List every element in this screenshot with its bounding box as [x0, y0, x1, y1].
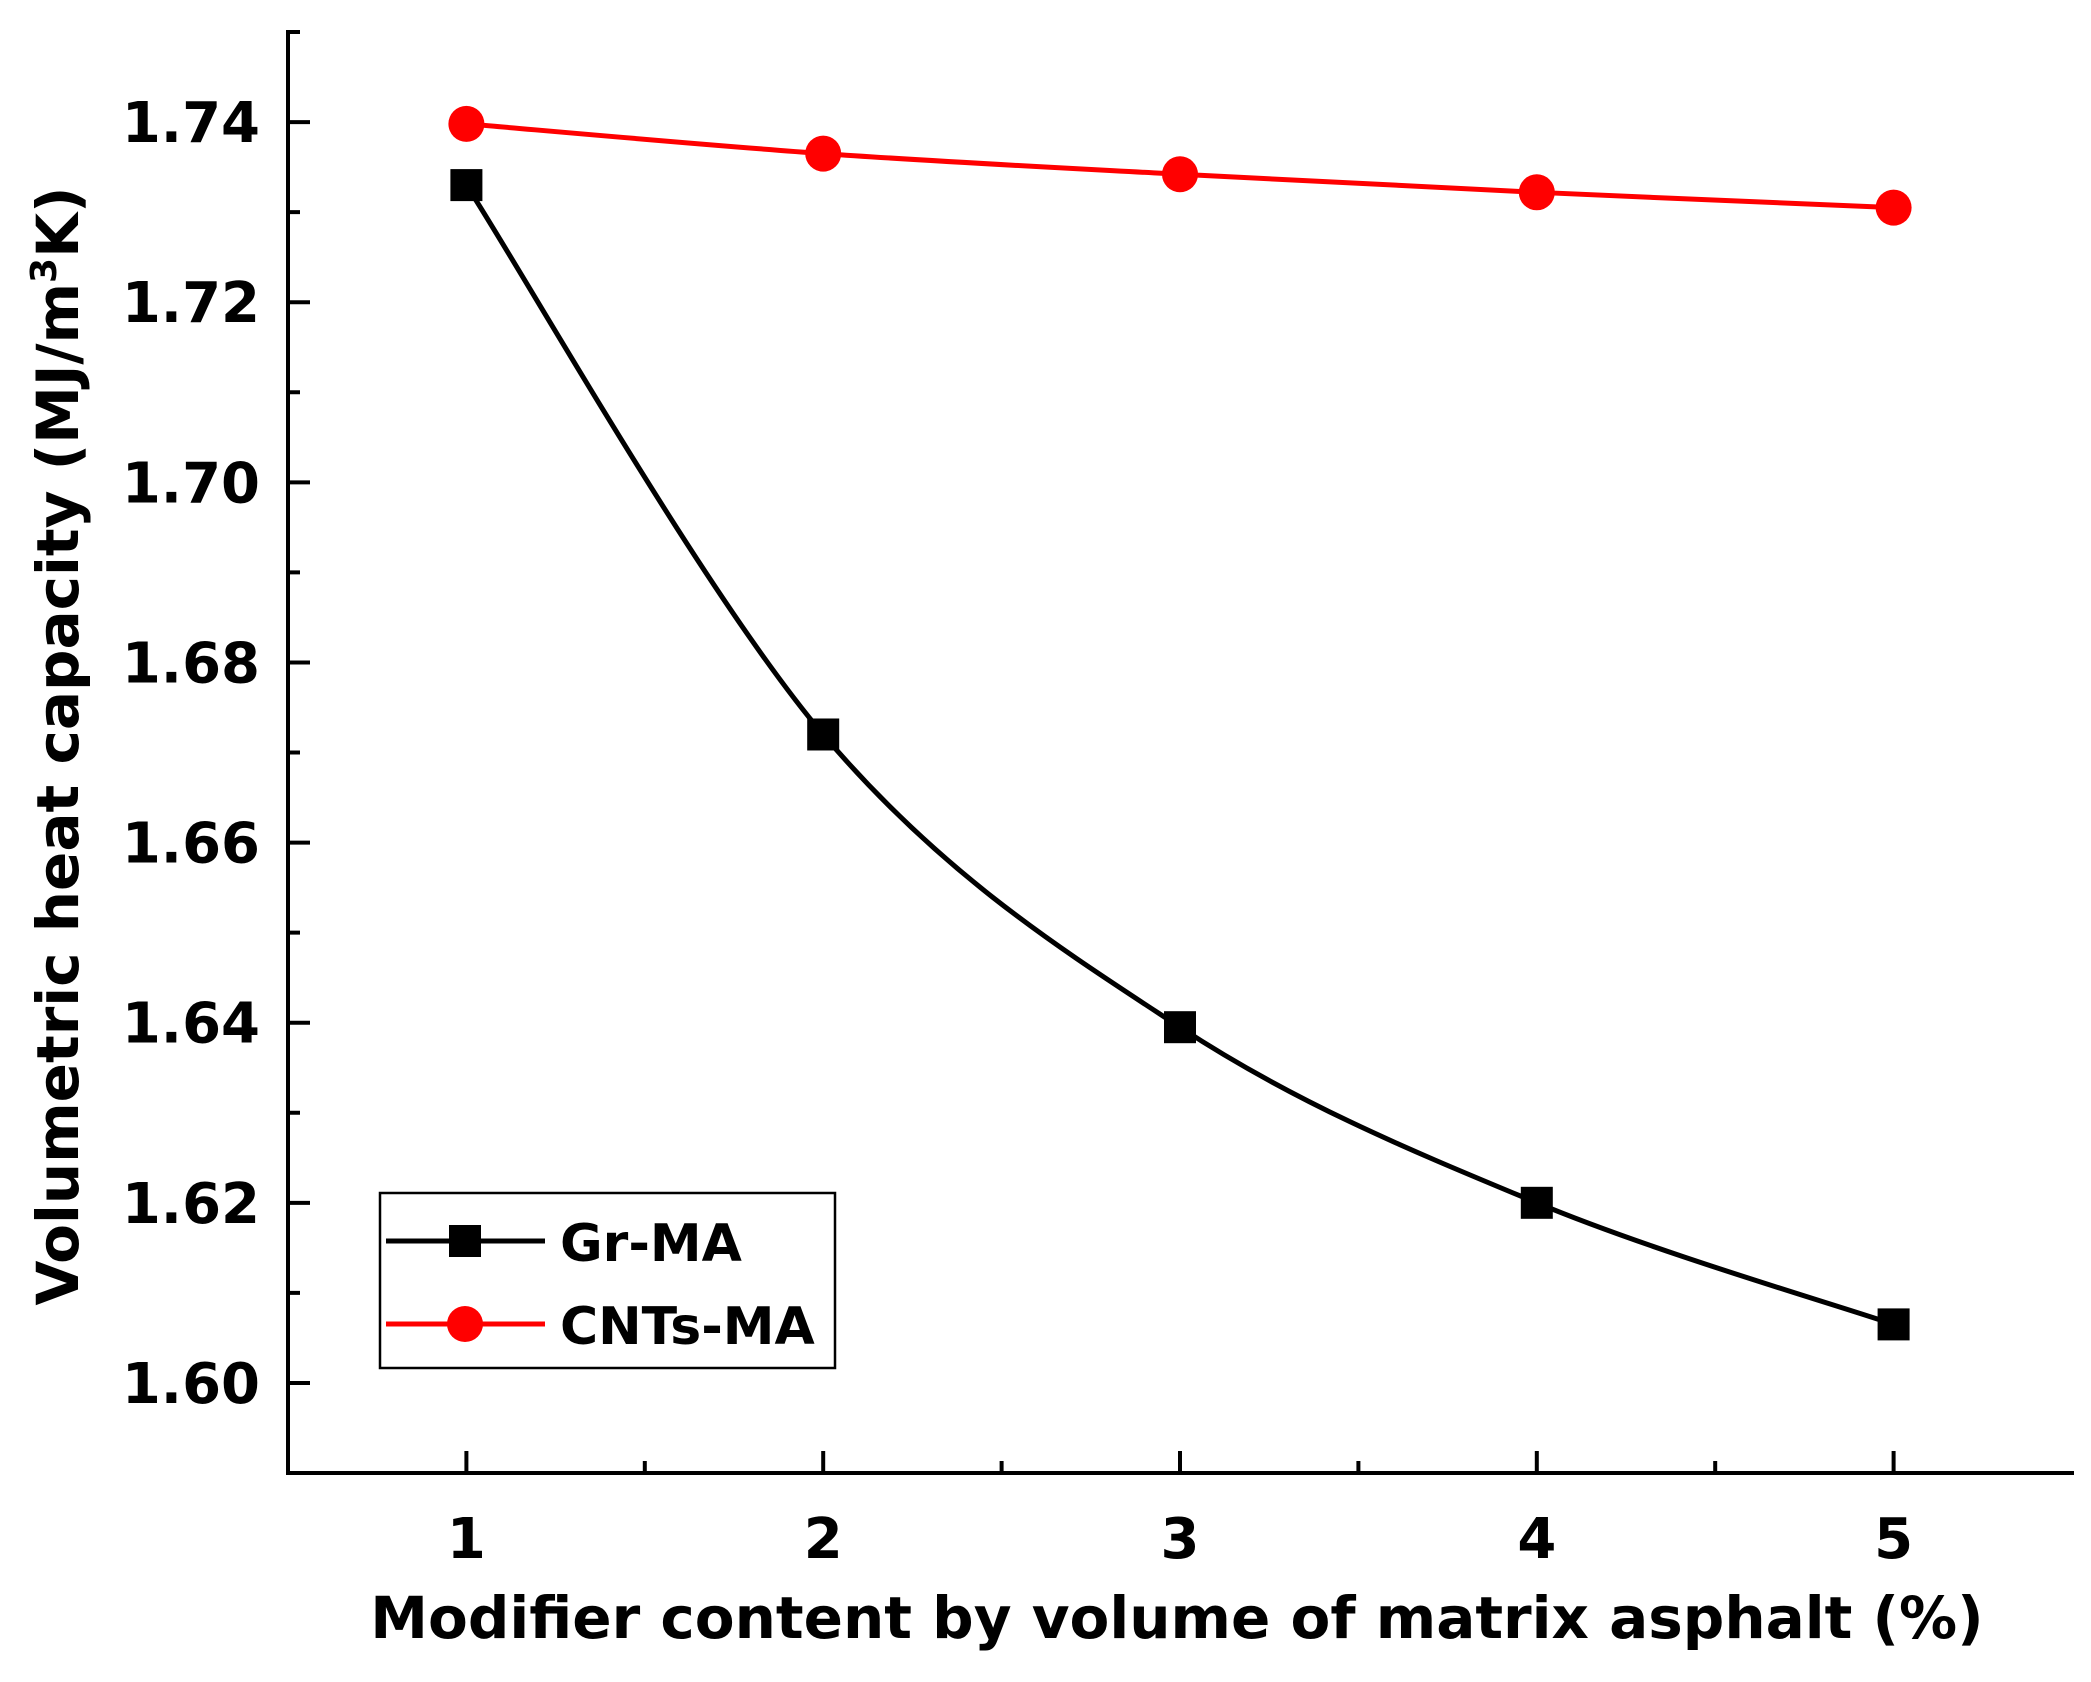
x-tick-label: 4 — [1517, 1507, 1556, 1572]
data-point-gr-ma — [807, 718, 840, 751]
series-line-gr-ma — [464, 183, 1895, 1327]
y-axis-title-superscript: 3 — [24, 258, 65, 283]
y-tick-label: 1.72 — [122, 271, 260, 336]
series-group — [448, 105, 1912, 1341]
legend: Gr-MA CNTs-MA — [378, 1191, 837, 1370]
y-tick-label: 1.62 — [122, 1172, 260, 1237]
x-tick-label: 3 — [1161, 1507, 1200, 1572]
data-point-cnts-ma — [448, 105, 485, 142]
x-tick-label: 1 — [447, 1507, 486, 1572]
legend-label-cnts-ma: CNTs-MA — [560, 1297, 815, 1357]
data-point-gr-ma — [1520, 1186, 1553, 1219]
legend-marker-gr-ma — [449, 1225, 481, 1257]
data-point-gr-ma — [450, 169, 483, 202]
legend-label-gr-ma: Gr-MA — [560, 1214, 742, 1274]
y-tick-label: 1.66 — [122, 812, 260, 877]
legend-marker-cnts-ma — [447, 1306, 483, 1342]
data-point-cnts-ma — [805, 135, 842, 172]
y-tick-label: 1.68 — [122, 631, 260, 696]
y-tick-label: 1.70 — [122, 451, 260, 516]
data-point-cnts-ma — [1518, 174, 1555, 211]
x-tick-label: 5 — [1874, 1507, 1913, 1572]
y-tick-label: 1.74 — [122, 91, 260, 156]
axis-labels: Modifier content by volume of matrix asp… — [24, 186, 1984, 1652]
y-axis-title-suffix: K) — [24, 186, 92, 257]
y-axis-title: Volumetric heat capacity (MJ/m3K) — [24, 186, 92, 1305]
y-axis-title-prefix: Volumetric heat capacity (MJ/m — [24, 283, 92, 1306]
data-point-gr-ma — [1164, 1011, 1196, 1044]
y-tick-label: 1.64 — [122, 992, 260, 1057]
y-tick-label: 1.60 — [122, 1352, 260, 1417]
data-point-gr-ma — [1877, 1308, 1910, 1341]
data-point-cnts-ma — [1875, 189, 1912, 226]
axis-ticks: 1 2 3 4 5 1.60 1.62 1.64 1.66 1.68 1.70 1.72 1.74 — [122, 30, 1913, 1572]
x-tick-label: 2 — [804, 1507, 843, 1572]
data-point-cnts-ma — [1162, 156, 1198, 193]
x-axis-title: Modifier content by volume of matrix asp… — [370, 1584, 1983, 1652]
